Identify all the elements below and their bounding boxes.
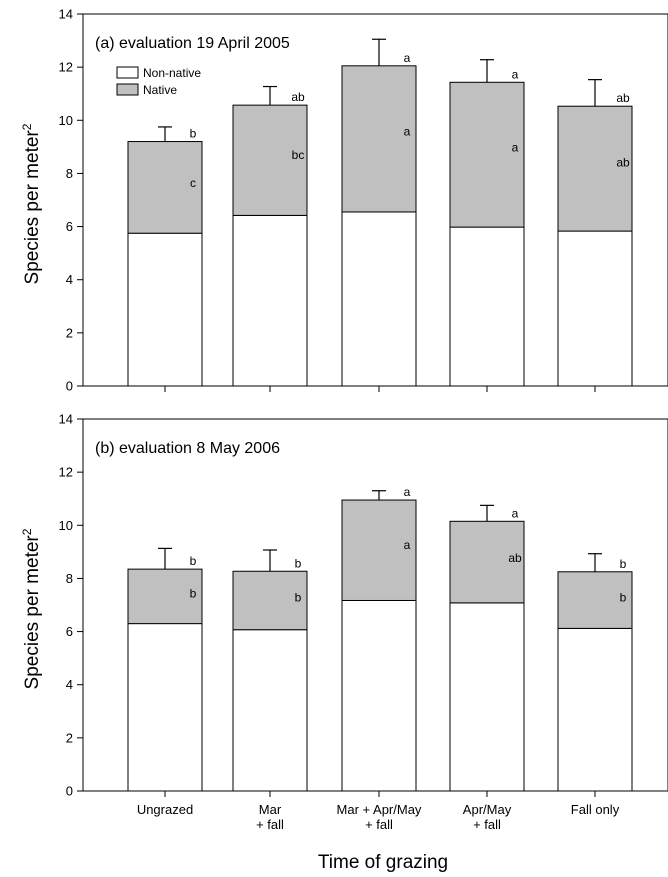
x-category-label-2-0: Mar + Apr/May <box>337 802 422 817</box>
letter-native-a-2: a <box>404 125 411 139</box>
letter-native-b-2: a <box>404 538 411 552</box>
x-axis-label: Time of grazing <box>318 852 448 873</box>
letter-native-a-1: bc <box>292 148 305 162</box>
legend-swatch-1 <box>116 83 139 96</box>
x-category-label-3-0: Apr/May <box>463 802 512 817</box>
y-tick-label-a-0: 0 <box>66 379 73 394</box>
letter-total-b-4: b <box>620 557 627 571</box>
bar-native-a-2 <box>341 65 417 213</box>
bar-nonnative-a-4 <box>557 230 633 387</box>
y-tick-label-a-7: 14 <box>59 7 73 22</box>
panel-b: 0 2 4 6 8 10 12 14 Species per meter2 (b) evaluat… <box>20 412 668 799</box>
letter-total-a-0: b <box>190 127 197 141</box>
panel-title-b: (b) evaluation 8 May 2006 <box>95 440 280 457</box>
letter-native-a-3: a <box>512 140 519 154</box>
letter-native-a-0: c <box>190 176 196 190</box>
bar-nonnative-a-0 <box>127 232 203 387</box>
x-category-label-1-0: Mar <box>259 802 282 817</box>
bar-native-a-0 <box>127 141 203 234</box>
letter-total-a-2: a <box>404 51 411 65</box>
y-tick-label-b-6: 12 <box>59 465 73 480</box>
bar-nonnative-b-2 <box>341 599 417 792</box>
panel-a: 0 2 4 6 8 10 12 14 Species per meter2 (a) evaluat… <box>20 7 668 394</box>
bar-nonnative-b-0 <box>127 623 203 792</box>
panel-title-a: (a) evaluation 19 April 2005 <box>95 35 290 52</box>
y-tick-label-a-1: 2 <box>66 325 73 340</box>
y-tick-label-a-4: 8 <box>66 166 73 181</box>
letter-total-b-0: b <box>190 554 197 568</box>
legend-label-1: Native <box>143 83 177 97</box>
letter-native-b-3: ab <box>508 551 522 565</box>
letter-total-a-1: ab <box>291 90 305 104</box>
letter-total-b-3: a <box>512 506 519 520</box>
bar-nonnative-a-1 <box>232 214 308 387</box>
x-category-label-0-0: Ungrazed <box>137 802 193 817</box>
y-tick-label-b-7: 14 <box>59 412 73 427</box>
letter-native-b-1: b <box>295 591 302 605</box>
letter-total-a-4: ab <box>616 91 630 105</box>
y-tick-label-a-5: 10 <box>59 113 73 128</box>
x-category-label-3-1: + fall <box>473 817 501 832</box>
bar-native-b-1 <box>232 570 308 631</box>
x-category-label-1-1: + fall <box>256 817 284 832</box>
y-tick-label-b-1: 2 <box>66 730 73 745</box>
bar-native-b-4 <box>557 571 633 629</box>
y-tick-label-a-6: 12 <box>59 60 73 75</box>
y-axis-label-b: Species per meter2 <box>20 528 43 689</box>
bar-native-a-1 <box>232 104 308 216</box>
legend-label-0: Non-native <box>143 66 201 80</box>
legend: Non-native Native <box>116 66 201 97</box>
bar-native-b-2 <box>341 499 417 601</box>
bar-native-a-4 <box>557 105 633 232</box>
legend-swatch-0 <box>116 66 139 79</box>
letter-native-b-0: b <box>190 587 197 601</box>
bar-nonnative-b-4 <box>557 627 633 792</box>
letter-total-b-1: b <box>295 556 302 570</box>
x-category-label-2-1: + fall <box>365 817 393 832</box>
bar-nonnative-a-2 <box>341 211 417 387</box>
bar-nonnative-a-3 <box>449 226 525 387</box>
y-tick-label-b-2: 4 <box>66 677 73 692</box>
bar-native-a-3 <box>449 81 525 228</box>
x-category-label-4-0: Fall only <box>571 802 620 817</box>
y-axis-label-a: Species per meter2 <box>20 123 43 284</box>
y-tick-label-b-0: 0 <box>66 784 73 799</box>
bar-native-b-0 <box>127 568 203 625</box>
bar-native-b-3 <box>449 520 525 604</box>
y-tick-label-a-3: 6 <box>66 219 73 234</box>
bar-nonnative-b-3 <box>449 602 525 792</box>
y-tick-label-b-5: 10 <box>59 518 73 533</box>
letter-total-a-3: a <box>512 67 519 81</box>
bar-nonnative-b-1 <box>232 629 308 792</box>
letter-native-b-4: b <box>620 590 627 604</box>
y-tick-label-b-3: 6 <box>66 624 73 639</box>
letter-total-b-2: a <box>404 485 411 499</box>
y-tick-label-a-2: 4 <box>66 272 73 287</box>
letter-native-a-4: ab <box>616 155 630 169</box>
y-tick-label-b-4: 8 <box>66 571 73 586</box>
